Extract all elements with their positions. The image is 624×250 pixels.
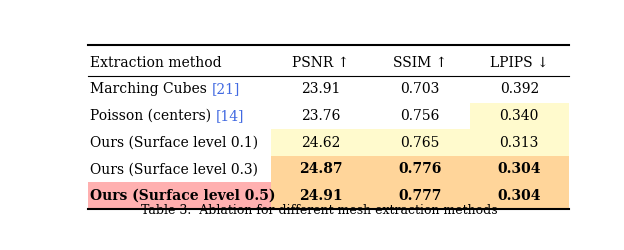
- Text: 0.765: 0.765: [401, 136, 440, 149]
- Bar: [271, 156, 371, 182]
- Text: 24.91: 24.91: [299, 189, 343, 203]
- Bar: [371, 156, 470, 182]
- Text: Ours (Surface level 0.3): Ours (Surface level 0.3): [90, 162, 258, 176]
- Bar: [470, 103, 569, 129]
- Text: SSIM ↑: SSIM ↑: [393, 56, 447, 70]
- Text: 23.76: 23.76: [301, 109, 341, 123]
- Text: 24.62: 24.62: [301, 136, 341, 149]
- Text: Ours (Surface level 0.5): Ours (Surface level 0.5): [90, 189, 276, 203]
- Text: 0.304: 0.304: [497, 189, 541, 203]
- Text: 0.776: 0.776: [399, 162, 442, 176]
- Bar: [271, 129, 371, 156]
- Text: PSNR ↑: PSNR ↑: [293, 56, 349, 70]
- Text: [21]: [21]: [212, 82, 240, 96]
- Text: Ours (Surface level 0.1): Ours (Surface level 0.1): [90, 136, 258, 149]
- Bar: [371, 129, 470, 156]
- Bar: [470, 129, 569, 156]
- Bar: [470, 182, 569, 209]
- Text: 0.703: 0.703: [401, 82, 440, 96]
- Bar: [271, 182, 371, 209]
- Text: Marching Cubes: Marching Cubes: [90, 82, 212, 96]
- Text: 23.91: 23.91: [301, 82, 341, 96]
- Bar: [470, 156, 569, 182]
- Text: 0.304: 0.304: [497, 162, 541, 176]
- Text: 0.313: 0.313: [500, 136, 539, 149]
- Text: LPIPS ↓: LPIPS ↓: [490, 56, 548, 70]
- Text: Extraction method: Extraction method: [90, 56, 222, 70]
- Text: 0.392: 0.392: [500, 82, 539, 96]
- Text: [14]: [14]: [215, 109, 244, 123]
- Text: Table 3.  Ablation for different mesh extraction methods: Table 3. Ablation for different mesh ext…: [142, 204, 498, 217]
- Text: Poisson (centers): Poisson (centers): [90, 109, 215, 123]
- Text: 0.777: 0.777: [399, 189, 442, 203]
- Text: 0.340: 0.340: [500, 109, 539, 123]
- Text: 24.87: 24.87: [300, 162, 343, 176]
- Text: 0.756: 0.756: [401, 109, 440, 123]
- Bar: [87, 182, 271, 209]
- Bar: [371, 182, 470, 209]
